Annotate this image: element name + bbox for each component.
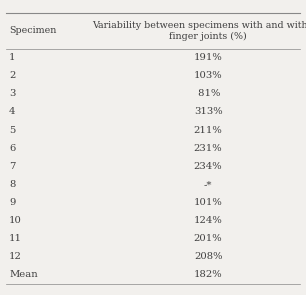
Text: 3: 3 bbox=[9, 89, 16, 99]
Text: 7: 7 bbox=[9, 162, 16, 171]
Text: 201%: 201% bbox=[194, 234, 222, 243]
Text: Specimen: Specimen bbox=[9, 27, 57, 35]
Text: 124%: 124% bbox=[194, 216, 222, 225]
Text: 101%: 101% bbox=[194, 198, 222, 207]
Text: 211%: 211% bbox=[194, 126, 222, 135]
Text: 191%: 191% bbox=[194, 53, 222, 62]
Text: 11: 11 bbox=[9, 234, 22, 243]
Text: 208%: 208% bbox=[194, 252, 222, 261]
Text: 5: 5 bbox=[9, 126, 16, 135]
Text: 103%: 103% bbox=[194, 71, 222, 80]
Text: 313%: 313% bbox=[194, 107, 222, 117]
Text: 2: 2 bbox=[9, 71, 16, 80]
Text: 4: 4 bbox=[9, 107, 16, 117]
Text: Mean: Mean bbox=[9, 270, 38, 279]
Text: Variability between specimens with and without
finger joints (%): Variability between specimens with and w… bbox=[92, 21, 306, 41]
Text: 81%: 81% bbox=[196, 89, 221, 99]
Text: 234%: 234% bbox=[194, 162, 222, 171]
Text: 6: 6 bbox=[9, 144, 15, 153]
Text: 1: 1 bbox=[9, 53, 16, 62]
Text: 182%: 182% bbox=[194, 270, 222, 279]
Text: 231%: 231% bbox=[194, 144, 222, 153]
Text: -*: -* bbox=[204, 180, 212, 189]
Text: 8: 8 bbox=[9, 180, 16, 189]
Text: 9: 9 bbox=[9, 198, 16, 207]
Text: 10: 10 bbox=[9, 216, 22, 225]
Text: 12: 12 bbox=[9, 252, 22, 261]
